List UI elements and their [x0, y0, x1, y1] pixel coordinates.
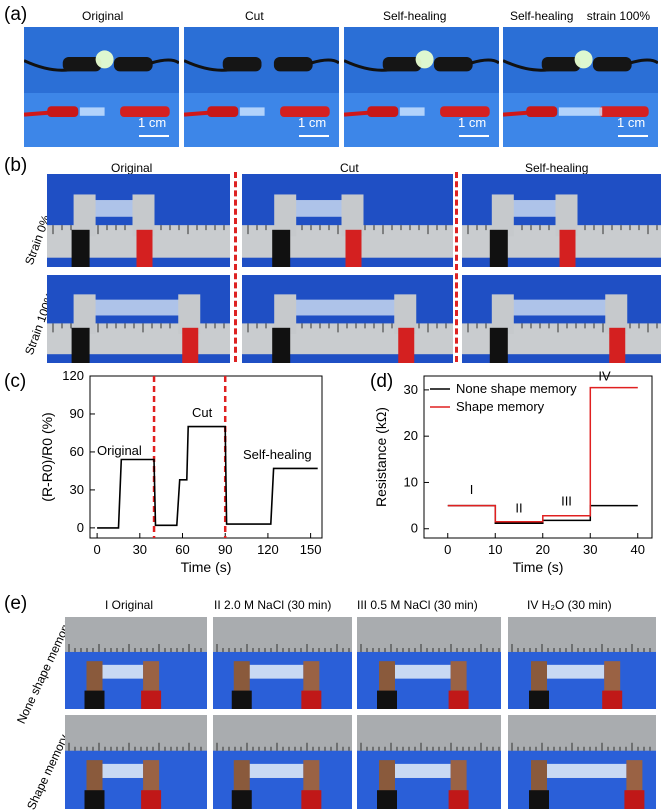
scale-bar-label: 1 cm [138, 115, 167, 130]
chart-d-xtick-label: 40 [631, 542, 645, 557]
chart-d-series-line [447, 386, 638, 523]
chart-d: 0 10 20 30 40 0 10 20 30 Time (s) Resistance (kΩ) N… [373, 369, 653, 575]
chart-c-xtick-label: 120 [257, 542, 279, 557]
panel-e-photo [357, 715, 501, 809]
chart-d-stage-label: III [561, 494, 572, 509]
chart-c-xtick-label: 60 [175, 542, 189, 557]
panel-a-photo [344, 27, 499, 147]
scale-bar [139, 135, 169, 137]
panel-a-photo [503, 27, 658, 147]
chart-d-stage-label: I [470, 482, 474, 497]
chart-d-xtick-label: 20 [536, 542, 550, 557]
panel-b-photo [242, 174, 453, 267]
scale-bar-label: 1 cm [458, 115, 487, 130]
chart-d-xtick-label: 10 [488, 542, 502, 557]
chart-c-xtick-label: 90 [218, 542, 232, 557]
chart-c-xtick-label: 150 [300, 542, 322, 557]
chart-d-ytick-label: 30 [404, 382, 418, 397]
chart-c-ytick-label: 0 [77, 520, 84, 535]
panel-a-photo [184, 27, 339, 147]
chart-c-annotation-selfhealing: Self-healing [243, 447, 312, 462]
panel-b-caption-original: Original [111, 161, 153, 175]
chart-d-stage-label: IV [598, 369, 611, 384]
panel-b-label: (b) [4, 155, 28, 176]
panel-c-label: (c) [4, 371, 27, 392]
chart-d-ylabel: Resistance (kΩ) [373, 407, 389, 507]
chart-d-ytick-label: 20 [404, 428, 418, 443]
panel-d-label: (d) [370, 371, 394, 392]
panel-e-photo [65, 715, 207, 809]
chart-d-ytick-label: 10 [404, 474, 418, 489]
scale-bar-label: 1 cm [617, 115, 646, 130]
chart-d-legend-label: Shape memory [456, 399, 545, 414]
panel-a-caption-selfhealing: Self-healing [383, 9, 447, 23]
chart-c-ytick-label: 90 [70, 406, 84, 421]
panel-b-photo [47, 174, 230, 267]
chart-d-xlabel: Time (s) [513, 559, 564, 575]
chart-d-frame [423, 375, 653, 539]
panel-b-photo [462, 174, 661, 267]
chart-d-xtick-label: 0 [444, 542, 451, 557]
panel-e-photo [357, 617, 501, 709]
panel-e-photo [508, 617, 656, 709]
scale-bar [618, 135, 648, 137]
panel-b-caption-selfhealing: Self-healing [525, 161, 589, 175]
panel-b-caption-cut: Cut [340, 161, 359, 175]
panel-b-photo [47, 275, 230, 363]
panel-e-caption-2: II 2.0 M NaCl (30 min) [214, 598, 332, 612]
chart-c-ytick-label: 60 [70, 444, 84, 459]
panel-e-caption-3: III 0.5 M NaCl (30 min) [357, 598, 478, 612]
chart-c-ytick-label: 30 [70, 482, 84, 497]
chart-c-xtick-label: 0 [93, 542, 100, 557]
chart-c-xtick-label: 30 [133, 542, 147, 557]
panel-b-photo [242, 275, 453, 363]
chart-d-stage-label: II [515, 501, 522, 516]
panel-b-photo [462, 275, 661, 363]
chart-c-annotation-original: Original [97, 443, 142, 458]
panel-a-photo [24, 27, 179, 147]
chart-c-frame [89, 375, 323, 539]
scale-bar [299, 135, 329, 137]
panel-b-divider-2 [455, 172, 458, 362]
chart-c-ytick-label: 120 [62, 368, 84, 383]
chart-c-xlabel: Time (s) [181, 559, 232, 575]
panel-a-label: (a) [4, 4, 28, 25]
chart-c-ylabel: (R-R0)/R0 (%) [39, 412, 55, 501]
panel-b-divider-1 [234, 172, 237, 362]
panel-e-label: (e) [4, 593, 28, 614]
chart-c-annotation-cut: Cut [192, 405, 213, 420]
chart-d-legend-label: None shape memory [456, 381, 577, 396]
panel-e-caption-1: I Original [105, 598, 154, 612]
chart-c: 0 30 60 90 120 150 0 30 60 90 120 Time (s) (R-R0)/R0… [39, 368, 323, 575]
chart-d-xtick-label: 30 [583, 542, 597, 557]
panel-a-caption-original: Original [82, 9, 124, 23]
panel-e-photo [213, 715, 352, 809]
scale-bar [459, 135, 489, 137]
panel-e-caption-4: IV H₂O (30 min) [527, 598, 612, 612]
chart-c-series-line [97, 425, 318, 529]
panel-e-photo [213, 617, 352, 709]
panel-a-caption-selfhealing-strain: Self-healing strain 100% [510, 9, 651, 23]
chart-d-ytick-label: 0 [411, 521, 418, 536]
panel-a-caption-cut: Cut [245, 9, 264, 23]
panel-e-photo [508, 715, 656, 809]
scale-bar-label: 1 cm [298, 115, 327, 130]
panel-e-photo [65, 617, 207, 709]
